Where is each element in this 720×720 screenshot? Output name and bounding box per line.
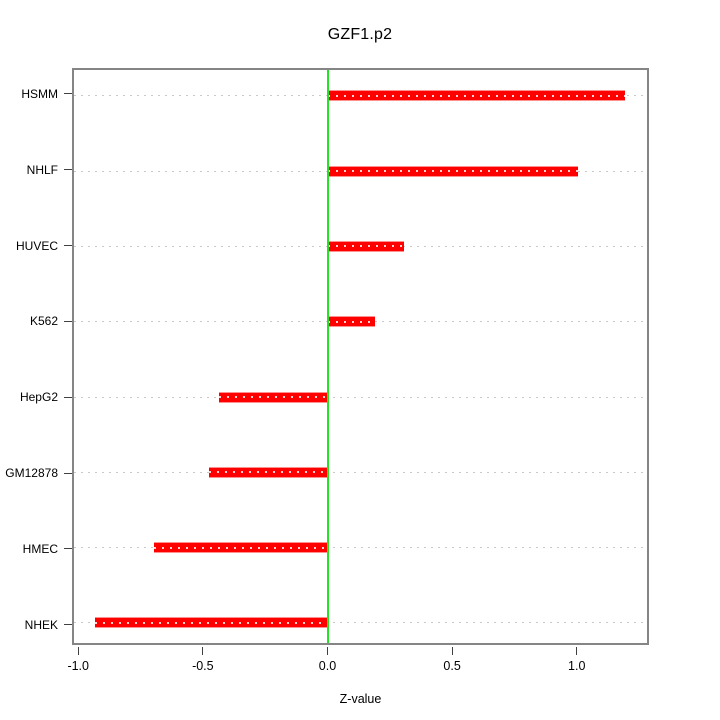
y-axis: HSMM NHLF HUVEC K562 HepG2 GM12878 HMEC NHEK — [0, 68, 72, 645]
x-tick — [326, 647, 328, 655]
y-tick — [64, 320, 72, 322]
bar-hmec — [154, 542, 328, 554]
bar-dots — [327, 94, 625, 97]
x-tick-label: -0.5 — [192, 659, 214, 673]
bar-dots — [327, 320, 375, 323]
bar-gm12878 — [208, 466, 328, 478]
gridline — [74, 547, 647, 549]
y-tick — [64, 245, 72, 247]
y-tick — [64, 396, 72, 398]
x-axis: -1.0 -0.5 0.0 0.5 1.0 — [67, 645, 649, 685]
bar-dots — [327, 245, 405, 248]
x-tick — [77, 647, 79, 655]
bar-hsmm — [327, 90, 625, 102]
zero-line — [326, 70, 329, 643]
gridline — [74, 396, 647, 398]
bar-dots — [154, 546, 328, 549]
y-tick-label-hepg2: HepG2 — [19, 390, 58, 405]
bar-dots — [327, 170, 578, 173]
gridline — [74, 471, 647, 473]
bar-hepg2 — [218, 391, 328, 403]
y-tick — [64, 93, 72, 95]
bar-dots — [95, 621, 328, 624]
x-tick — [451, 647, 453, 655]
y-tick-label-hmec: HMEC — [22, 541, 58, 556]
gridline — [74, 622, 647, 624]
y-tick-label-nhek: NHEK — [24, 617, 58, 632]
y-tick-label-k562: K562 — [29, 314, 58, 329]
x-tick — [576, 647, 578, 655]
x-tick-label: -1.0 — [67, 659, 89, 673]
bar-huvec — [327, 240, 405, 252]
y-tick — [64, 624, 72, 626]
y-tick — [64, 548, 72, 550]
y-tick — [64, 169, 72, 171]
bar-k562 — [327, 316, 375, 328]
x-tick-label: 0.5 — [443, 659, 461, 673]
x-axis-label: Z-value — [339, 692, 382, 706]
bar-nhek — [95, 617, 328, 629]
y-tick-label-nhlf: NHLF — [26, 162, 58, 177]
y-tick — [64, 472, 72, 474]
chart-title: GZF1.p2 — [327, 26, 393, 43]
plot-area — [72, 68, 649, 645]
y-tick-label-huvec: HUVEC — [15, 238, 58, 253]
bar-dots — [208, 471, 328, 474]
y-tick-label-gm12878: GM12878 — [5, 466, 58, 481]
y-tick-label-hsmm: HSMM — [21, 86, 58, 101]
bar-nhlf — [327, 165, 578, 177]
x-tick-label: 1.0 — [568, 659, 586, 673]
x-tick-label: 0.0 — [318, 659, 337, 673]
bar-dots — [218, 396, 328, 399]
x-tick — [202, 647, 204, 655]
